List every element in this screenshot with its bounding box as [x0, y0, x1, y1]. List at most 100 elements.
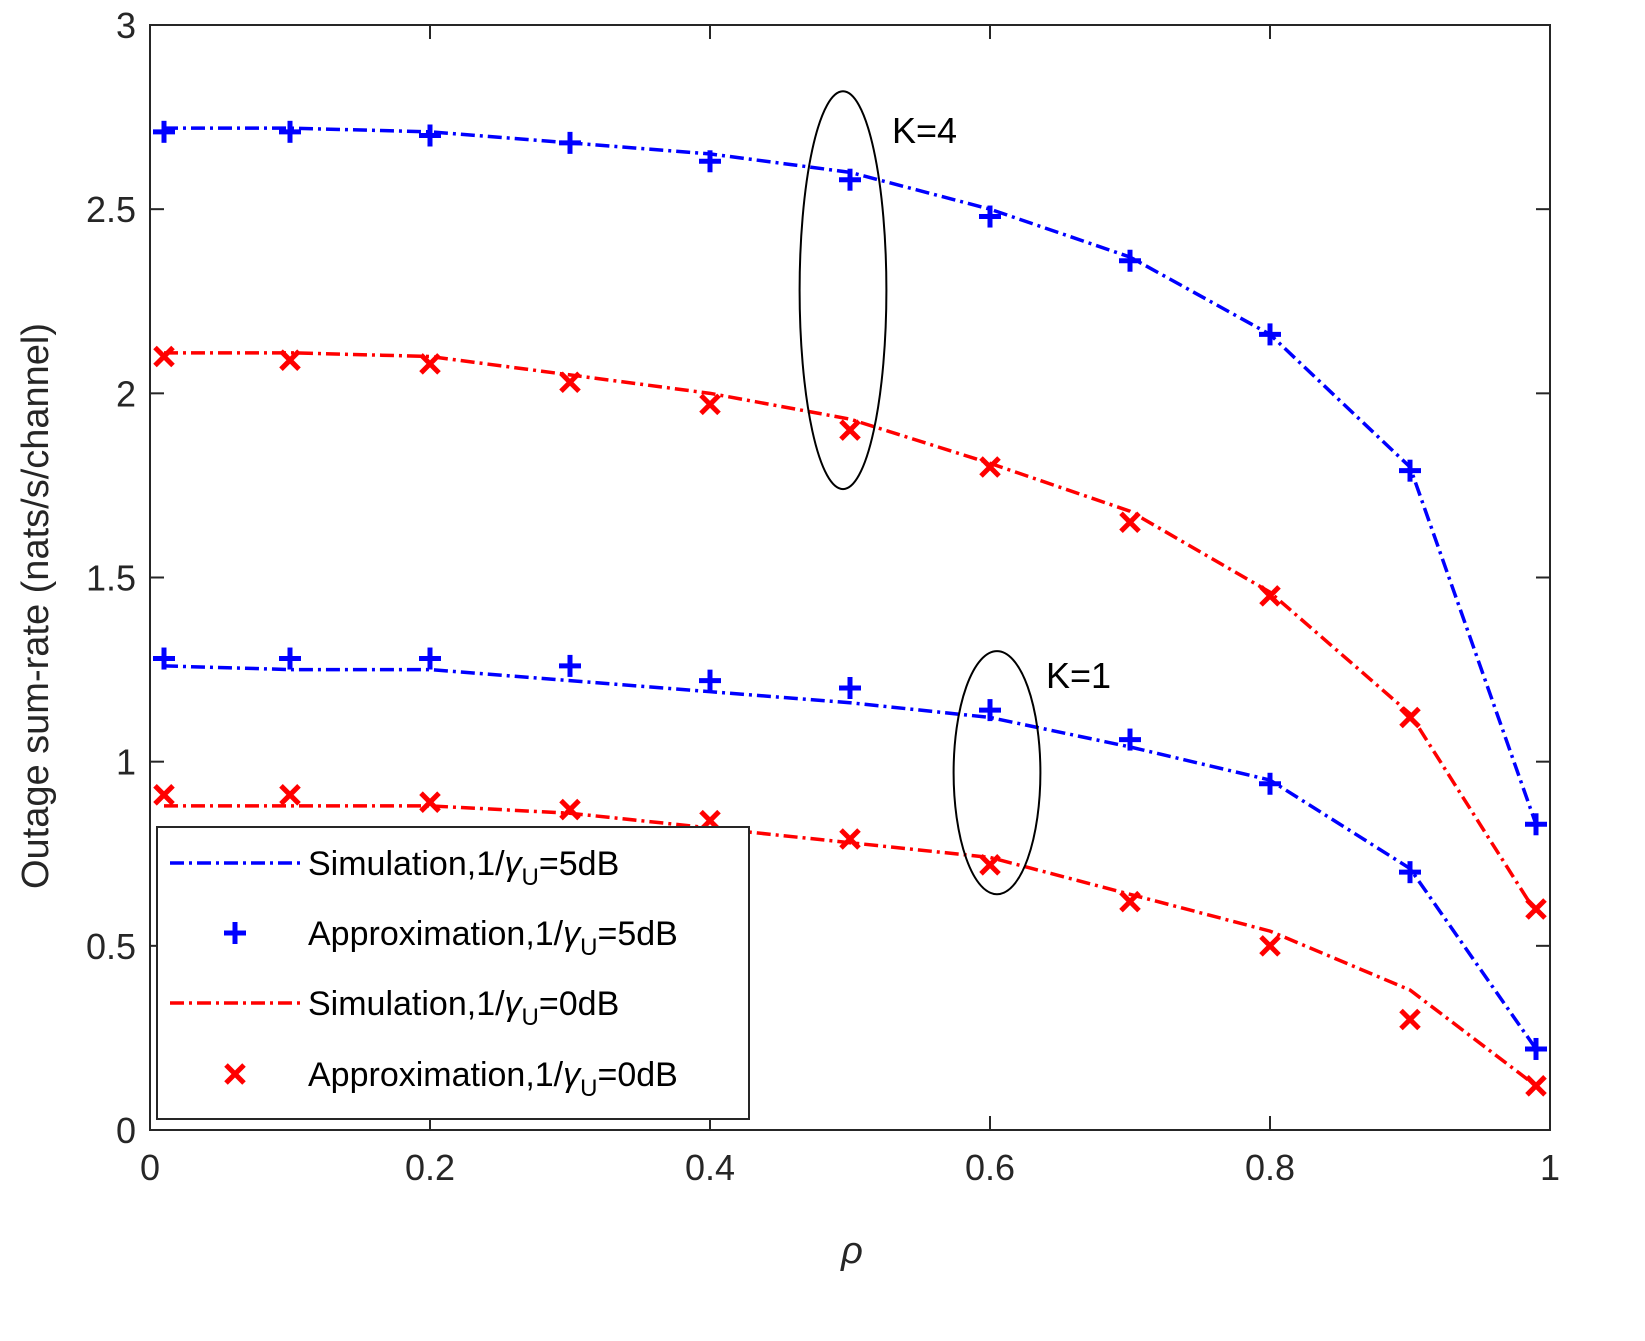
- legend: Simulation,1/γU=5dB Approximation,1/γU=5d…: [156, 826, 750, 1120]
- data-point-cross: [1119, 511, 1141, 534]
- cross-bar: [559, 371, 581, 394]
- cross-bar: [279, 349, 301, 371]
- series-line: [163, 664, 1538, 1050]
- data-point-cross: [419, 353, 441, 375]
- data-point-cross: [1119, 890, 1141, 913]
- data-point-plus: [279, 647, 301, 670]
- cross-bar: [699, 393, 721, 416]
- annotation-k4: K=4: [798, 90, 957, 491]
- data-point-plus: [419, 124, 441, 147]
- cross-bar: [419, 791, 441, 813]
- plot-area: [149, 24, 1551, 1131]
- legend-cross-swatch: [224, 1063, 246, 1085]
- cross-bar: [1399, 706, 1421, 729]
- data-point-cross: [559, 798, 581, 821]
- series-6: [153, 647, 1547, 1060]
- x-tick-label: 0.2: [405, 1147, 455, 1188]
- series-2: [153, 120, 1547, 836]
- data-point-plus: [1399, 861, 1421, 884]
- y-tick-label: 1: [116, 742, 136, 783]
- x-tick-label: 0: [140, 1147, 160, 1188]
- cross-bar: [419, 353, 441, 375]
- data-point-plus: [1119, 728, 1141, 751]
- annotation-label: K=1: [1046, 655, 1111, 696]
- data-point-cross: [1399, 1008, 1421, 1031]
- annotation-label: K=4: [892, 110, 957, 151]
- legend-label: Approximation,1/γU=0dB: [308, 1056, 678, 1102]
- data-point-cross: [1525, 898, 1547, 920]
- cross-bar: [1525, 898, 1547, 920]
- x-tick-label: 0.8: [1245, 1147, 1295, 1188]
- data-point-cross: [279, 349, 301, 371]
- data-point-cross: [153, 784, 175, 806]
- y-tick-label: 2: [116, 373, 136, 414]
- annotation-ellipse: [798, 90, 888, 491]
- legend-entry-2: Approximation,1/γU=5dB: [224, 915, 678, 961]
- cross-bar: [839, 828, 861, 850]
- legend-label: Simulation,1/γU=5dB: [308, 845, 619, 891]
- legend-label: Simulation,1/γU=0dB: [308, 985, 619, 1031]
- cross-bar: [1525, 1075, 1547, 1097]
- cross-bar: [1399, 1008, 1421, 1031]
- legend-entry-4: Approximation,1/γU=0dB: [224, 1056, 678, 1102]
- series-3: [164, 351, 1538, 914]
- cross-bar: [1259, 585, 1281, 607]
- data-point-plus: [1525, 1037, 1547, 1060]
- data-point-plus: [839, 168, 861, 191]
- data-point-plus: [559, 131, 581, 154]
- data-point-plus: [279, 120, 301, 143]
- x-tick-label: 0.6: [965, 1147, 1015, 1188]
- data-point-cross: [699, 393, 721, 416]
- data-point-plus: [1119, 249, 1141, 272]
- data-point-cross: [153, 345, 175, 368]
- data-point-cross: [979, 854, 1001, 876]
- series-7: [164, 804, 1538, 1088]
- cross-bar: [1119, 511, 1141, 534]
- data-point-plus: [1399, 459, 1421, 482]
- series-line: [164, 351, 1538, 914]
- annotation-k1: K=1: [952, 650, 1111, 896]
- cross-bar: [224, 1063, 246, 1085]
- tick-labels: 0 0.2 0.4 0.6 0.8 1 0 0.5 1 1.5 2 2.5 3: [86, 5, 1560, 1188]
- legend-plus-swatch: [224, 922, 246, 944]
- data-point-plus: [699, 150, 721, 173]
- cross-bar: [979, 854, 1001, 876]
- data-point-plus: [1259, 772, 1281, 795]
- annotation-ellipse: [952, 650, 1042, 896]
- data-point-plus: [419, 647, 441, 670]
- cross-bar: [979, 456, 1001, 478]
- cross-bar: [559, 798, 581, 821]
- data-point-plus: [839, 677, 861, 699]
- data-point-plus: [1259, 323, 1281, 346]
- data-point-cross: [839, 828, 861, 850]
- cross-bar: [1119, 890, 1141, 913]
- data-point-cross: [279, 784, 301, 806]
- y-tick-label: 1.5: [86, 558, 136, 599]
- data-point-plus: [979, 699, 1001, 722]
- cross-bar: [839, 419, 861, 441]
- data-point-cross: [839, 419, 861, 441]
- series-5: [163, 664, 1538, 1050]
- data-point-cross: [1525, 1075, 1547, 1097]
- cross-bar: [279, 784, 301, 806]
- y-tick-label: 0: [116, 1110, 136, 1151]
- y-tick-label: 2.5: [86, 189, 136, 230]
- series-layer: [153, 120, 1547, 1097]
- x-axis-label: ρ: [840, 1230, 863, 1272]
- data-point-plus: [699, 669, 721, 692]
- data-point-cross: [559, 371, 581, 394]
- y-axis-label: Outage sum-rate (nats/s/channel): [15, 323, 57, 889]
- data-point-plus: [559, 654, 581, 677]
- data-point-plus: [1525, 813, 1547, 836]
- data-point-cross: [979, 456, 1001, 478]
- x-tick-label: 0.4: [685, 1147, 735, 1188]
- cross-bar: [153, 345, 175, 368]
- series-4: [153, 345, 1547, 920]
- y-tick-label: 0.5: [86, 926, 136, 967]
- data-point-cross: [1399, 706, 1421, 729]
- y-tick-label: 3: [116, 5, 136, 46]
- data-point-cross: [1259, 585, 1281, 607]
- legend-label: Approximation,1/γU=5dB: [308, 915, 678, 961]
